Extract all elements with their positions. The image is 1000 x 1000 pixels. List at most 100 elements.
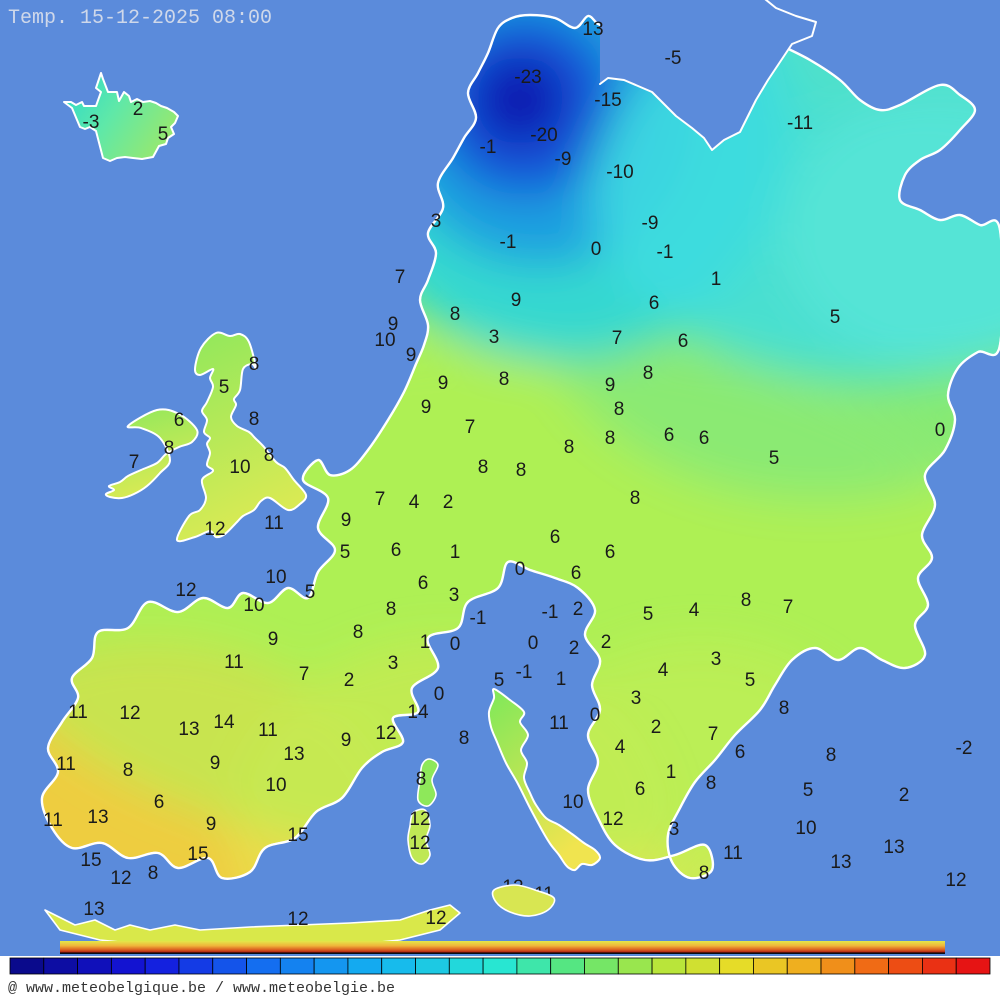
svg-text:-20: -20 — [530, 125, 557, 146]
svg-text:7: 7 — [708, 724, 719, 745]
svg-text:-23: -23 — [514, 67, 541, 88]
svg-text:4: 4 — [409, 492, 420, 513]
svg-text:10: 10 — [243, 595, 264, 616]
svg-text:8: 8 — [416, 769, 427, 790]
svg-text:8: 8 — [450, 304, 461, 325]
svg-text:5: 5 — [769, 448, 780, 469]
svg-text:3: 3 — [489, 327, 500, 348]
svg-text:9: 9 — [206, 814, 217, 835]
svg-text:-9: -9 — [642, 213, 659, 234]
svg-text:8: 8 — [249, 409, 260, 430]
svg-text:-1: -1 — [516, 662, 533, 683]
svg-text:5: 5 — [340, 542, 351, 563]
svg-text:12: 12 — [425, 908, 446, 929]
svg-text:13: 13 — [83, 899, 104, 920]
svg-text:12: 12 — [110, 868, 131, 889]
svg-text:8: 8 — [478, 457, 489, 478]
svg-text:12: 12 — [409, 809, 430, 830]
svg-text:11: 11 — [258, 720, 278, 741]
svg-text:9: 9 — [210, 753, 221, 774]
svg-text:13: 13 — [582, 19, 603, 40]
svg-text:2: 2 — [443, 492, 454, 513]
svg-text:7: 7 — [129, 452, 140, 473]
svg-text:8: 8 — [516, 460, 527, 481]
svg-text:11: 11 — [56, 754, 76, 775]
svg-text:8: 8 — [826, 745, 837, 766]
svg-text:-15: -15 — [594, 90, 621, 111]
svg-text:0: 0 — [450, 634, 461, 655]
svg-text:-10: -10 — [606, 162, 633, 183]
svg-text:13: 13 — [87, 807, 108, 828]
svg-text:2: 2 — [601, 632, 612, 653]
svg-text:8: 8 — [386, 599, 397, 620]
svg-text:12: 12 — [375, 723, 396, 744]
svg-text:0: 0 — [590, 705, 601, 726]
svg-text:5: 5 — [158, 124, 169, 145]
svg-text:8: 8 — [249, 354, 260, 375]
svg-text:8: 8 — [459, 728, 470, 749]
svg-text:9: 9 — [438, 373, 449, 394]
svg-text:4: 4 — [689, 600, 700, 621]
svg-text:0: 0 — [591, 239, 602, 260]
svg-text:-1: -1 — [480, 137, 497, 158]
svg-text:2: 2 — [344, 670, 355, 691]
svg-text:9: 9 — [268, 629, 279, 650]
svg-text:7: 7 — [612, 328, 623, 349]
svg-text:5: 5 — [219, 377, 230, 398]
svg-text:Temp. 15-12-2025 08:00: Temp. 15-12-2025 08:00 — [8, 7, 272, 30]
svg-text:1: 1 — [450, 542, 461, 563]
svg-text:7: 7 — [465, 417, 476, 438]
svg-text:8: 8 — [264, 445, 275, 466]
svg-text:10: 10 — [795, 818, 816, 839]
svg-text:8: 8 — [123, 760, 134, 781]
svg-text:8: 8 — [353, 622, 364, 643]
svg-text:-3: -3 — [83, 112, 100, 133]
svg-text:6: 6 — [605, 542, 616, 563]
svg-text:9: 9 — [511, 290, 522, 311]
svg-text:15: 15 — [80, 850, 101, 871]
svg-text:7: 7 — [375, 489, 386, 510]
svg-text:4: 4 — [615, 737, 626, 758]
svg-text:0: 0 — [528, 633, 539, 654]
svg-text:15: 15 — [287, 825, 308, 846]
svg-text:5: 5 — [803, 780, 814, 801]
svg-text:11: 11 — [264, 513, 284, 534]
svg-text:13: 13 — [178, 719, 199, 740]
svg-text:2: 2 — [133, 99, 144, 120]
svg-text:8: 8 — [164, 438, 175, 459]
svg-text:12: 12 — [287, 909, 308, 930]
svg-text:8: 8 — [706, 773, 717, 794]
svg-text:11: 11 — [549, 713, 569, 734]
svg-text:3: 3 — [631, 688, 642, 709]
svg-text:10: 10 — [229, 457, 250, 478]
svg-text:3: 3 — [669, 819, 680, 840]
svg-text:8: 8 — [741, 590, 752, 611]
svg-text:7: 7 — [395, 267, 406, 288]
svg-text:5: 5 — [494, 670, 505, 691]
svg-text:11: 11 — [68, 702, 88, 723]
svg-text:2: 2 — [899, 785, 910, 806]
svg-text:6: 6 — [391, 540, 402, 561]
svg-text:10: 10 — [265, 567, 286, 588]
svg-text:10: 10 — [374, 330, 395, 351]
svg-text:13: 13 — [283, 744, 304, 765]
svg-text:2: 2 — [651, 717, 662, 738]
svg-text:5: 5 — [305, 582, 316, 603]
svg-text:6: 6 — [418, 573, 429, 594]
svg-text:-9: -9 — [555, 149, 572, 170]
svg-text:10: 10 — [265, 775, 286, 796]
svg-text:0: 0 — [515, 559, 526, 580]
svg-text:2: 2 — [573, 599, 584, 620]
svg-text:1: 1 — [556, 669, 567, 690]
svg-text:11: 11 — [43, 810, 63, 831]
svg-text:6: 6 — [174, 410, 185, 431]
svg-text:3: 3 — [711, 649, 722, 670]
svg-text:11: 11 — [723, 843, 743, 864]
svg-text:1: 1 — [711, 269, 722, 290]
svg-text:8: 8 — [699, 863, 710, 884]
svg-text:8: 8 — [643, 363, 654, 384]
svg-text:1: 1 — [666, 762, 677, 783]
svg-text:6: 6 — [735, 742, 746, 763]
svg-text:1: 1 — [420, 632, 431, 653]
svg-text:10: 10 — [562, 792, 583, 813]
